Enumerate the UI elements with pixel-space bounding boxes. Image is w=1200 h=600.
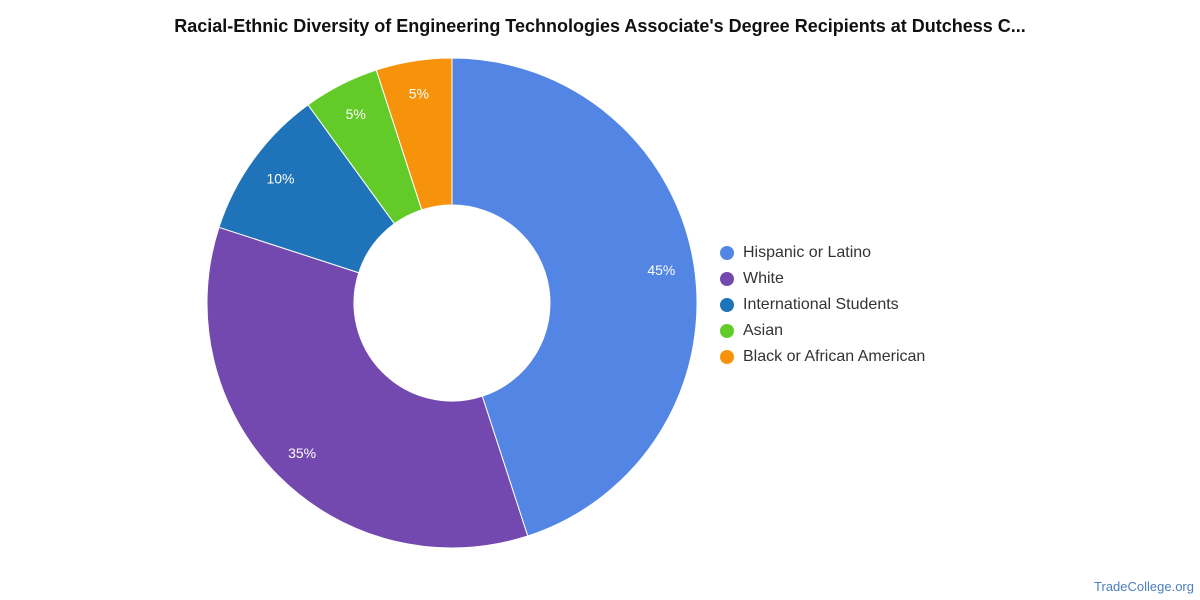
legend-swatch	[720, 324, 734, 338]
legend-label: Black or African American	[743, 348, 926, 365]
slice-black-or-african-american[interactable]	[375, 57, 453, 211]
legend-swatch	[720, 298, 734, 312]
legend-item[interactable]: White	[720, 266, 925, 292]
legend-label: White	[743, 270, 784, 287]
slice-white[interactable]	[206, 226, 529, 549]
legend: Hispanic or Latino White International Stu…	[720, 240, 925, 370]
slice-label: 5%	[409, 86, 429, 102]
slices-group	[206, 57, 698, 549]
legend-item[interactable]: Hispanic or Latino	[720, 240, 925, 266]
legend-label: Asian	[743, 322, 784, 339]
slice-labels-group: 45% 35% 10% 5% 5%	[266, 86, 675, 461]
legend-swatch	[720, 246, 734, 260]
slice-hispanic-or-latino[interactable]	[451, 57, 698, 537]
slice-label: 45%	[647, 262, 675, 278]
slice-label: 5%	[346, 106, 366, 122]
slice-label: 35%	[288, 445, 316, 461]
legend-label: Hispanic or Latino	[743, 244, 872, 261]
legend-item[interactable]: International Students	[720, 292, 925, 318]
legend-item[interactable]: Black or African American	[720, 344, 925, 370]
legend-swatch	[720, 350, 734, 364]
chart-title: Racial-Ethnic Diversity of Engineering T…	[174, 16, 1026, 36]
source-link[interactable]: TradeCollege.org	[1094, 579, 1194, 594]
legend-swatch	[720, 272, 734, 286]
legend-item[interactable]: Asian	[720, 318, 925, 344]
slice-label: 10%	[266, 170, 294, 186]
legend-label: International Students	[743, 296, 899, 313]
